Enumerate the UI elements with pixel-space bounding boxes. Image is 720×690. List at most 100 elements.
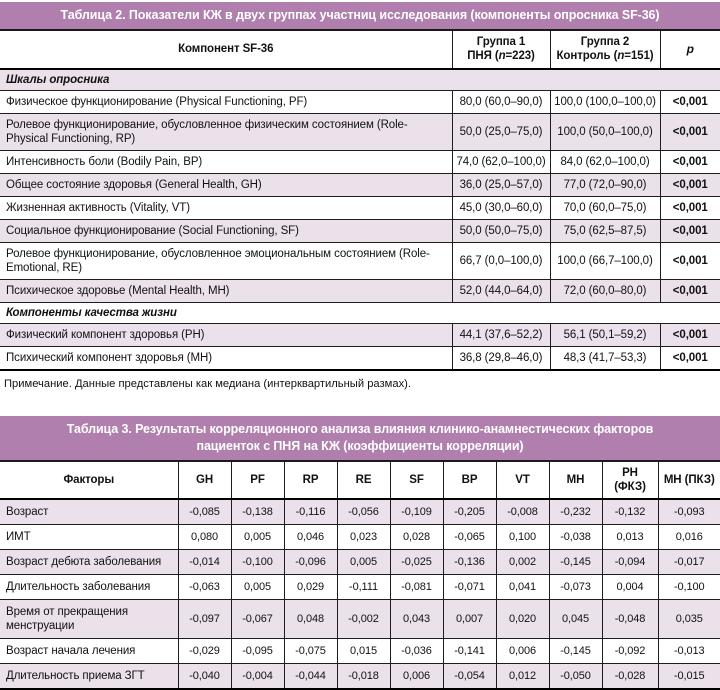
p-symbol: p	[686, 41, 694, 56]
table2-section: Таблица 2. Показатели КЖ в двух группах …	[0, 2, 720, 392]
table-row: Психический компонент здоровья (MH) 36,8 …	[0, 345, 720, 371]
table-row: Возраст начала лечения -0,029 -0,095 -0,075…	[0, 638, 720, 665]
factor-cell: Возраст начала лечения	[0, 638, 179, 665]
table-row: Физический компонент здоровья (PH) 44,1 (…	[0, 322, 720, 347]
correlation-value-cell: -0,138	[230, 498, 285, 526]
correlation-value-cell: -0,145	[548, 549, 603, 576]
col-scale-header: RP	[283, 461, 338, 501]
component-cell: Психическое здоровье (Mental Health, MH)	[0, 278, 453, 303]
p-value-cell: <0,001	[659, 89, 720, 114]
group2-value-cell: 72,0 (60,0–80,0)	[549, 278, 661, 303]
table2-title-bar: Таблица 2. Показатели КЖ в двух группах …	[0, 2, 720, 31]
correlation-value-cell: 0,016	[657, 524, 720, 551]
table-row: ИМТ 0,080 0,005 0,046 0,023 0,028 -0,065 0,100-…	[0, 524, 720, 551]
section-row: Шкалы опросника	[0, 68, 720, 91]
correlation-value-cell: -0,141	[442, 638, 497, 665]
correlation-value-cell: 0,041	[495, 574, 550, 601]
correlation-value-cell: -0,097	[177, 599, 232, 640]
component-cell: Интенсивность боли (Bodily Pain, BP)	[0, 149, 453, 174]
col-group2: Группа 2 Контроль (n=151)	[549, 30, 661, 70]
group2-value-cell: 70,0 (60,0–75,0)	[549, 195, 661, 220]
col-scale-header: PF	[230, 461, 285, 501]
group1-value-cell: 45,0 (30,0–60,0)	[451, 195, 551, 220]
correlation-value-cell: -0,081	[389, 574, 444, 601]
table-row: Длительность приема ЗГТ -0,040 -0,004 -0,04…	[0, 663, 720, 690]
correlation-value-cell: -0,014	[177, 549, 232, 576]
correlation-value-cell: 0,029	[283, 574, 338, 601]
correlation-value-cell: 0,028	[389, 524, 444, 551]
correlation-value-cell: -0,017	[657, 549, 720, 576]
correlation-value-cell: -0,232	[548, 498, 603, 526]
p-value-cell: <0,001	[659, 218, 720, 243]
correlation-value-cell: -0,015	[657, 663, 720, 690]
factor-cell: Длительность заболевания	[0, 574, 179, 601]
correlation-value-cell: -0,013	[657, 638, 720, 665]
sf36-table-body: Шкалы опросника Физическое функционирован…	[0, 68, 720, 371]
p-value-cell: <0,001	[659, 172, 720, 197]
correlation-value-cell: 0,045	[548, 599, 603, 640]
correlation-value-cell: 0,004	[601, 574, 659, 601]
correlation-value-cell: -0,025	[389, 549, 444, 576]
correlation-value-cell: -0,205	[442, 498, 497, 526]
correlation-table: Факторы GH PF RP RE SF BP VT MH PH (ФКЗ) MH (ПКЗ) …	[0, 461, 720, 690]
component-cell: Общее состояние здоровья (General Health…	[0, 172, 453, 197]
component-cell: Социальное функционирование (Social Func…	[0, 218, 453, 243]
p-value-cell: <0,001	[659, 195, 720, 220]
correlation-value-cell: 0,046	[283, 524, 338, 551]
component-cell: Физический компонент здоровья (PH)	[0, 322, 453, 347]
correlation-value-cell: -0,067	[230, 599, 285, 640]
correlation-table-body: Возраст -0,085 -0,138 -0,116 -0,056 -0,109 -0,…	[0, 498, 720, 690]
correlation-value-cell: -0,065	[442, 524, 497, 551]
group2-value-cell: 84,0 (62,0–100,0)	[549, 149, 661, 174]
correlation-value-cell: -0,092	[601, 638, 659, 665]
correlation-value-cell: 0,005	[230, 574, 285, 601]
correlation-value-cell: 0,006	[495, 638, 550, 665]
group1-value-cell: 36,0 (25,0–57,0)	[451, 172, 551, 197]
table-row: Жизненная активность (Vitality, VT) 45,0 …	[0, 195, 720, 220]
correlation-value-cell: -0,056	[336, 498, 391, 526]
correlation-value-cell: 0,015	[336, 638, 391, 665]
correlation-value-cell: 0,013	[601, 524, 659, 551]
correlation-value-cell: -0,050	[548, 663, 603, 690]
group2-value-cell: 100,0 (50,0–100,0)	[549, 112, 661, 151]
correlation-value-cell: 0,035	[657, 599, 720, 640]
group1-value-cell: 80,0 (60,0–90,0)	[451, 89, 551, 114]
table-row: Социальное функционирование (Social Func…	[0, 218, 720, 243]
col-scale-header: BP	[442, 461, 497, 501]
table-row: Общее состояние здоровья (General Health…	[0, 172, 720, 197]
correlation-value-cell: -0,063	[177, 574, 232, 601]
table-row: Психическое здоровье (Mental Health, MH)…	[0, 278, 720, 303]
correlation-value-cell: -0,048	[601, 599, 659, 640]
correlation-value-cell: 0,005	[230, 524, 285, 551]
col-group1-line1: Группа 1	[476, 35, 526, 48]
col-scale-header: RE	[336, 461, 391, 501]
table-row: Время от прекращения менструации -0,097 -0…	[0, 599, 720, 640]
group1-value-cell: 36,8 (29,8–46,0)	[451, 345, 551, 371]
correlation-value-cell: -0,095	[230, 638, 285, 665]
correlation-value-cell: 0,048	[283, 599, 338, 640]
col-scale-header: MH (ПКЗ)	[657, 461, 720, 501]
correlation-value-cell: -0,145	[548, 638, 603, 665]
correlation-value-cell: 0,012	[495, 663, 550, 690]
factor-cell: ИМТ	[0, 524, 179, 551]
correlation-value-cell: -0,028	[601, 663, 659, 690]
col-group1: Группа 1 ПНЯ (n=223)	[451, 30, 551, 70]
correlation-value-cell: -0,111	[336, 574, 391, 601]
correlation-value-cell: -0,029	[177, 638, 232, 665]
p-value-cell: <0,001	[659, 241, 720, 280]
n-symbol: n	[498, 50, 506, 63]
correlation-value-cell: -0,093	[657, 498, 720, 526]
col-scale-header: SF	[389, 461, 444, 501]
group1-value-cell: 66,7 (0,0–100,0)	[451, 241, 551, 280]
col-p: p	[659, 30, 720, 70]
col-group2-line1: Группа 2	[580, 35, 630, 48]
group1-value-cell: 50,0 (50,0–75,0)	[451, 218, 551, 243]
factor-cell: Время от прекращения менструации	[0, 599, 179, 640]
correlation-value-cell: -0,038	[548, 524, 603, 551]
correlation-value-cell: 0,005	[336, 549, 391, 576]
col-scale-header: VT	[495, 461, 550, 501]
group1-value-cell: 74,0 (62,0–100,0)	[451, 149, 551, 174]
sf36-table: Компонент SF-36 Группа 1 ПНЯ (n=223) Гру…	[0, 30, 720, 371]
section-label: Шкалы опросника	[0, 68, 720, 91]
